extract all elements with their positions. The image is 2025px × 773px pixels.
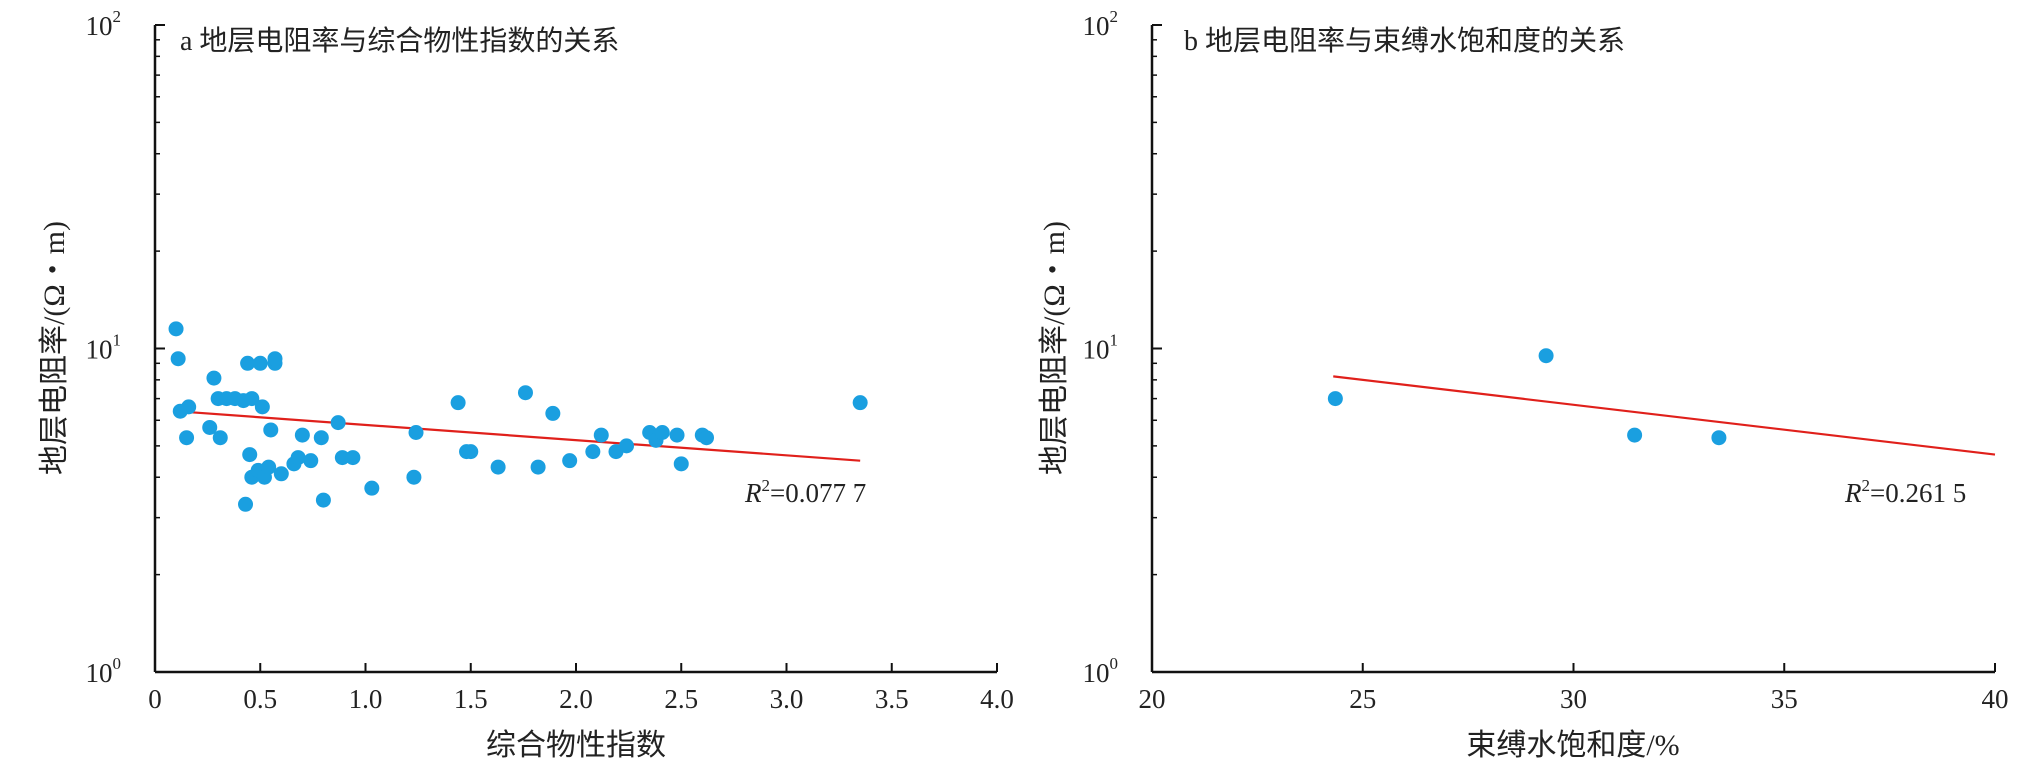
panel-a-data-point — [202, 419, 218, 435]
panel-a-data-point — [252, 355, 268, 371]
panel-a-data-point — [654, 424, 670, 440]
panel-a-x-tick-label: 1.0 — [349, 684, 383, 714]
panel-a-r2-value: =0.077 7 — [770, 478, 866, 508]
panel-a-x-axis-title: 综合物性指数 — [486, 729, 666, 762]
panel-b-r-squared: R2=0.261 5 — [1844, 476, 1966, 508]
panel-a-y-ticks: 100 101 102 — [86, 7, 165, 688]
panel-a-data-point — [242, 447, 258, 463]
panel-b-r2-symbol: R — [1844, 478, 1862, 508]
panel-a-data-point — [244, 391, 260, 407]
panel-b-x-ticks: 20 25 30 35 40 — [1139, 663, 2009, 714]
panel-a-y-tick-label: 101 — [86, 331, 122, 365]
panel-a-data-point — [238, 496, 254, 512]
panel-a-data-point — [334, 450, 350, 466]
panel-a-data-point — [406, 469, 422, 485]
panel-a-data-point — [273, 466, 289, 482]
panel-a-data-point — [852, 395, 868, 411]
panel-a-data-point — [517, 385, 533, 401]
panel-a-data-point — [212, 430, 228, 446]
panel-b-y-ticks: 100 101 102 — [1083, 7, 1162, 688]
panel-a-y-axis-title: 地层电阻率/(Ω・m) — [38, 221, 71, 475]
panel-b-x-tick-label: 35 — [1771, 684, 1798, 714]
panel-a-data-point — [170, 351, 186, 367]
panel-a-data-point — [669, 427, 685, 443]
panel-a-data-point — [313, 430, 329, 446]
panel-a-data-point — [408, 424, 424, 440]
panel-a-data-point — [585, 444, 601, 460]
panel-b-trend-line — [1333, 375, 1996, 456]
panel-a-data-point — [315, 492, 331, 508]
panel-b-y-axis-title: 地层电阻率/(Ω・m) — [1038, 221, 1071, 475]
panel-a-data-point — [530, 459, 546, 475]
panel-a-r2-symbol: R — [744, 478, 762, 508]
panel-a-data-point — [263, 422, 279, 438]
panel-b-data-point — [1538, 348, 1554, 364]
panel-a-trend-line — [175, 410, 861, 462]
panel-b-x-tick-label: 20 — [1139, 684, 1166, 714]
panel-a-y-tick-label: 100 — [86, 654, 122, 688]
panel-a-data-point — [181, 399, 197, 415]
panel-a-x-tick-label: 1.5 — [454, 684, 488, 714]
panel-a-data-point — [240, 355, 256, 371]
panel-a-r-squared: R2=0.077 7 — [744, 476, 866, 508]
panel-a-x-ticks: 0 0.5 1.0 1.5 2.0 2.5 3.0 3.5 4.0 — [148, 663, 1014, 714]
panel-b-y-tick-label: 102 — [1083, 7, 1119, 41]
panel-a-data-point — [254, 399, 270, 415]
panel-b-data-point — [1627, 427, 1643, 443]
panel-b-y-tick-label: 100 — [1083, 654, 1119, 688]
panel-a-data-point — [267, 351, 283, 367]
panel-a-data-point — [290, 450, 306, 466]
panel-a-data-point — [619, 438, 635, 454]
panel-b-data-point — [1327, 391, 1343, 407]
panel-a-x-tick-label: 3.5 — [875, 684, 909, 714]
panel-b: b 地层电阻率与束缚水饱和度的关系 束缚水饱和度/% 地层电阻率/(Ω・m) 2… — [1038, 7, 2009, 762]
panel-a-data-point — [345, 450, 361, 466]
panel-a-data-point — [562, 453, 578, 469]
panel-a-y-tick-label: 102 — [86, 7, 122, 41]
panel-a-data-point — [545, 405, 561, 421]
panel-a-data-point — [673, 456, 689, 472]
panel-a-x-tick-label: 0 — [148, 684, 162, 714]
panel-a-points — [168, 321, 868, 512]
panel-a-title: a 地层电阻率与综合物性指数的关系 — [180, 25, 619, 57]
panel-a-data-point — [364, 480, 380, 496]
panel-a-data-point — [463, 444, 479, 460]
panel-a-x-tick-label: 4.0 — [980, 684, 1014, 714]
panel-a-data-point — [303, 453, 319, 469]
panel-a-data-point — [699, 430, 715, 446]
panel-b-x-tick-label: 30 — [1560, 684, 1587, 714]
panel-a-data-point — [593, 427, 609, 443]
panel-a-data-point — [206, 370, 222, 386]
panel-a-x-tick-label: 2.0 — [559, 684, 593, 714]
panel-a-data-point — [168, 321, 184, 337]
panel-b-data-point — [1711, 430, 1727, 446]
panel-b-y-tick-label: 101 — [1083, 331, 1119, 365]
panel-b-r2-sup: 2 — [1862, 476, 1871, 495]
panel-b-title: b 地层电阻率与束缚水饱和度的关系 — [1184, 25, 1625, 57]
panel-a-data-point — [450, 395, 466, 411]
panel-a-data-point — [330, 415, 346, 431]
panel-a-data-point — [179, 430, 195, 446]
panel-b-x-axis-title: 束缚水饱和度/% — [1466, 729, 1679, 762]
panel-a-x-tick-label: 3.0 — [770, 684, 804, 714]
panel-a-r2-sup: 2 — [762, 476, 771, 495]
panel-a-trendline — [175, 410, 861, 462]
panel-b-x-tick-label: 40 — [1982, 684, 2009, 714]
panel-a-data-point — [294, 427, 310, 443]
panel-b-trendline — [1333, 375, 1996, 456]
panel-a-data-point — [490, 459, 506, 475]
panel-a-x-tick-label: 0.5 — [243, 684, 277, 714]
panel-b-x-tick-label: 25 — [1349, 684, 1376, 714]
panel-b-r2-value: =0.261 5 — [1870, 478, 1966, 508]
panel-b-points — [1327, 348, 1727, 446]
panel-a-x-tick-label: 2.5 — [664, 684, 698, 714]
panel-a-data-point — [261, 459, 277, 475]
panel-a: a 地层电阻率与综合物性指数的关系 综合物性指数 地层电阻率/(Ω・m) 0 0.… — [38, 7, 1014, 762]
